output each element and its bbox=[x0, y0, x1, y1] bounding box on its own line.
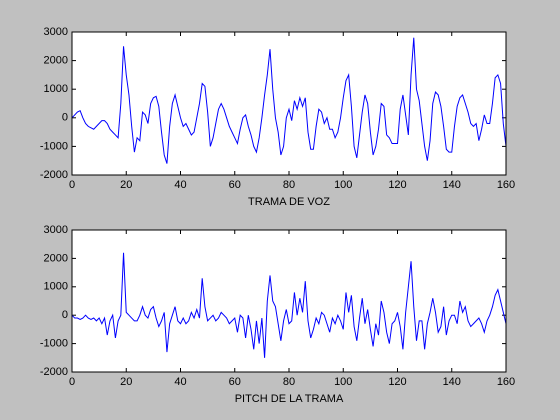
x-tick-label: 0 bbox=[69, 179, 75, 191]
y-tick-label: 1000 bbox=[44, 83, 68, 95]
y-tick-label: -2000 bbox=[40, 169, 68, 181]
x-tick-label: 160 bbox=[497, 376, 515, 388]
x-tick-label: 100 bbox=[334, 376, 352, 388]
y-tick-label: -1000 bbox=[40, 338, 68, 350]
y-tick-label: 3000 bbox=[44, 26, 68, 38]
x-tick-label: 60 bbox=[229, 376, 241, 388]
x-tick-label: 140 bbox=[443, 376, 461, 388]
x-tick-label: 40 bbox=[174, 376, 186, 388]
axes-frame bbox=[71, 229, 507, 373]
y-tick-label: -1000 bbox=[40, 140, 68, 152]
x-tick-label: 20 bbox=[120, 179, 132, 191]
x-axis-label: PITCH DE LA TRAMA bbox=[235, 393, 344, 405]
x-tick-label: 40 bbox=[174, 179, 186, 191]
x-tick-label: 120 bbox=[388, 179, 406, 191]
x-tick-label: 0 bbox=[69, 376, 75, 388]
y-tick-label: 2000 bbox=[44, 252, 68, 264]
x-tick-label: 100 bbox=[334, 179, 352, 191]
axes-background bbox=[72, 230, 506, 372]
x-tick-label: 140 bbox=[443, 179, 461, 191]
y-tick-label: 3000 bbox=[44, 224, 68, 236]
y-tick-label: 0 bbox=[62, 309, 68, 321]
y-tick-label: 2000 bbox=[44, 55, 68, 67]
signal-line bbox=[71, 37, 507, 164]
y-tick-label: 0 bbox=[62, 112, 68, 124]
x-tick-label: 20 bbox=[120, 376, 132, 388]
x-tick-label: 80 bbox=[283, 376, 295, 388]
y-tick-label: -2000 bbox=[40, 366, 68, 378]
signal-line bbox=[71, 252, 507, 358]
axes-background bbox=[72, 32, 506, 175]
axes-frame bbox=[71, 31, 507, 176]
x-tick-label: 80 bbox=[283, 179, 295, 191]
x-axis-label: TRAMA DE VOZ bbox=[248, 196, 330, 208]
x-tick-label: 60 bbox=[229, 179, 241, 191]
y-tick-label: 1000 bbox=[44, 281, 68, 293]
x-tick-label: 120 bbox=[388, 376, 406, 388]
x-tick-label: 160 bbox=[497, 179, 515, 191]
